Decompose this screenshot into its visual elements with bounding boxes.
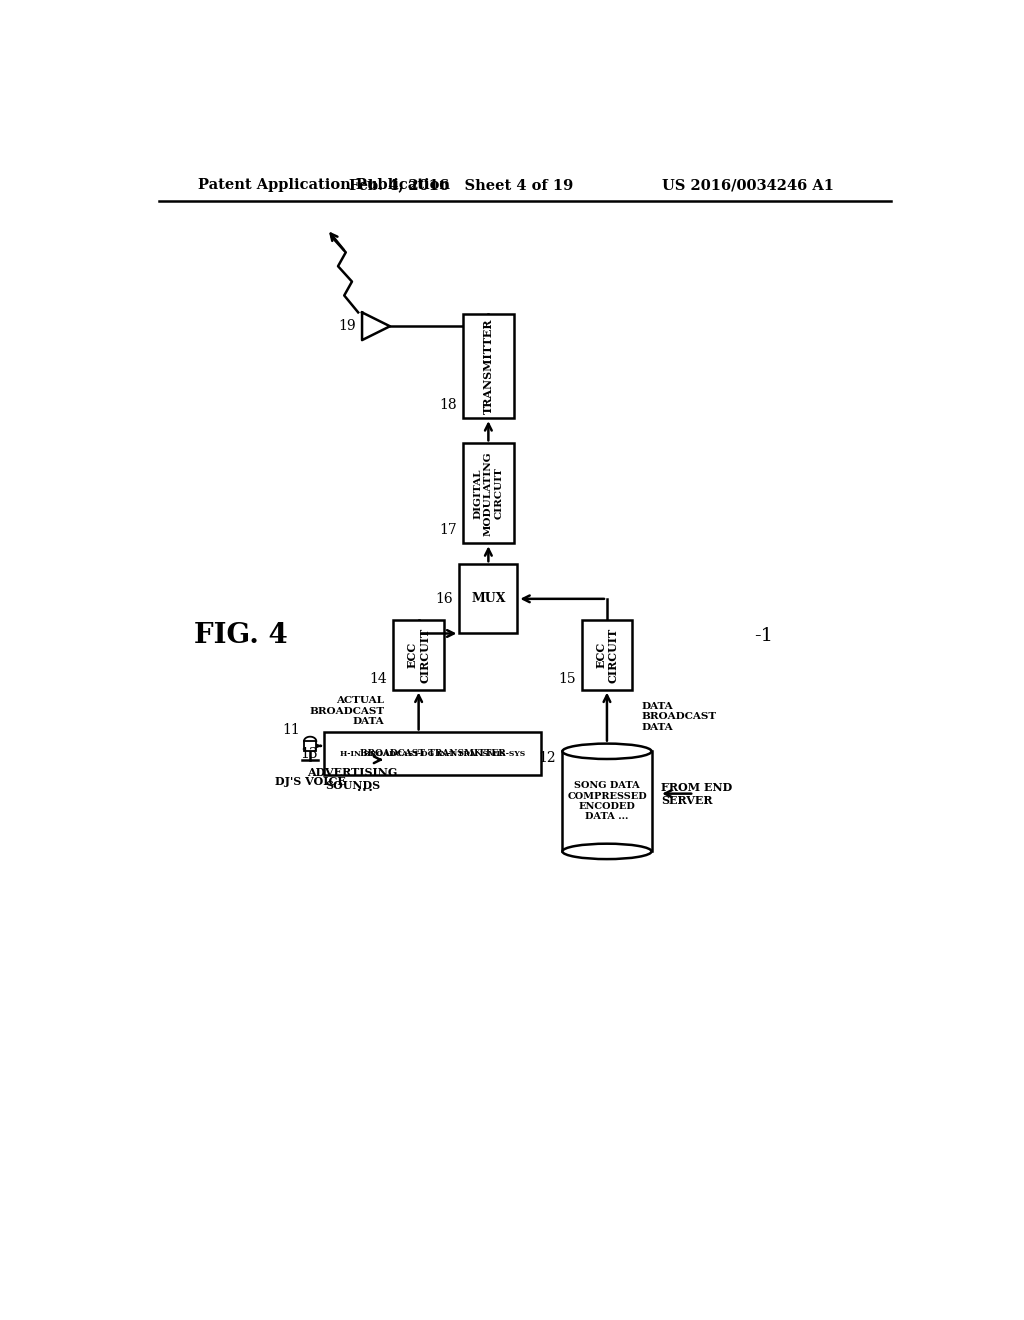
Text: FIG. 4: FIG. 4: [194, 622, 288, 649]
Ellipse shape: [562, 743, 651, 759]
Text: ECC
CIRCUIT: ECC CIRCUIT: [407, 627, 430, 682]
Bar: [562, 751, 651, 851]
Bar: [460, 564, 517, 634]
Text: DATA
BROADCAST
DATA: DATA BROADCAST DATA: [641, 702, 717, 731]
Text: ACTUAL
BROADCAST
DATA: ACTUAL BROADCAST DATA: [309, 696, 384, 726]
Text: ADVERTISING
SOUNDS: ADVERTISING SOUNDS: [307, 767, 398, 791]
Bar: [582, 620, 632, 689]
Text: 19: 19: [338, 319, 356, 333]
Text: Feb. 4, 2016   Sheet 4 of 19: Feb. 4, 2016 Sheet 4 of 19: [349, 178, 573, 193]
Text: ECC
CIRCUIT: ECC CIRCUIT: [595, 627, 618, 682]
Text: BROADCAST TRANSMITTER: BROADCAST TRANSMITTER: [359, 750, 506, 758]
Text: -1: -1: [754, 627, 773, 644]
Text: FROM END
SERVER: FROM END SERVER: [660, 781, 732, 805]
Ellipse shape: [562, 843, 651, 859]
Bar: [463, 314, 514, 418]
Text: ...: ...: [355, 777, 374, 796]
Text: MUX: MUX: [471, 593, 506, 606]
Text: 18: 18: [439, 399, 457, 412]
Text: DIGITAL
MODULATING
CIRCUIT: DIGITAL MODULATING CIRCUIT: [473, 451, 503, 536]
Text: SONG DATA
COMPRESSED
ENCODED
DATA ...: SONG DATA COMPRESSED ENCODED DATA ...: [567, 781, 647, 821]
Bar: [393, 620, 443, 689]
Bar: [324, 733, 541, 775]
Text: 16: 16: [435, 591, 453, 606]
Text: 14: 14: [370, 672, 387, 686]
Text: US 2016/0034246 A1: US 2016/0034246 A1: [662, 178, 834, 193]
Bar: [463, 444, 514, 544]
Text: Patent Application Publication: Patent Application Publication: [198, 178, 450, 193]
Text: 15: 15: [558, 672, 575, 686]
Text: 17: 17: [439, 523, 457, 537]
Text: H-IN BROADCAST-DG IN-T TRANSMIS-SYS: H-IN BROADCAST-DG IN-T TRANSMIS-SYS: [340, 750, 525, 758]
Text: 13: 13: [300, 747, 317, 760]
Bar: [304, 742, 316, 751]
Text: TRANSMITTER: TRANSMITTER: [483, 318, 494, 414]
Text: 11: 11: [283, 722, 300, 737]
Text: DJ'S VOICE: DJ'S VOICE: [274, 776, 345, 787]
Text: 12: 12: [539, 751, 556, 766]
